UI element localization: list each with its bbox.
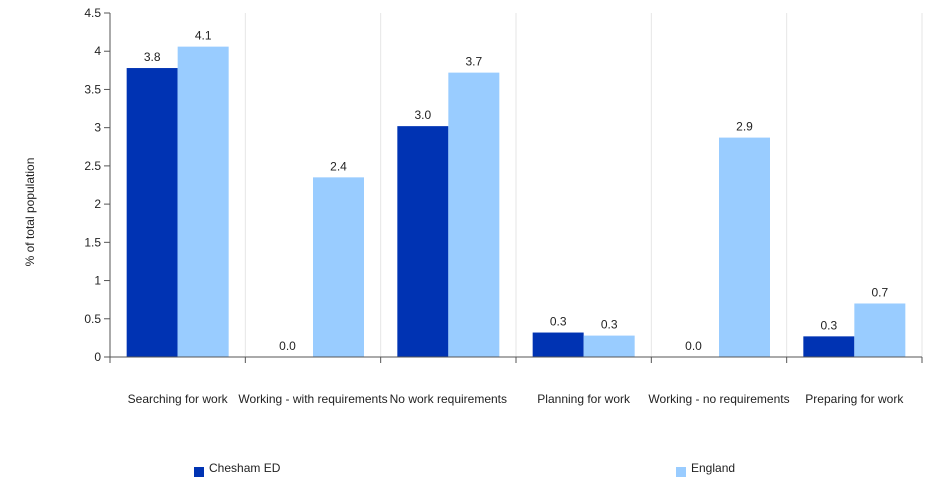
y-tick-label: 2.5 — [84, 159, 101, 173]
data-label: 3.8 — [144, 50, 161, 64]
x-tick-label: Searching for work — [128, 392, 229, 406]
data-label: 0.7 — [871, 285, 888, 299]
data-label: 0.3 — [601, 318, 618, 332]
bar — [397, 126, 449, 357]
x-tick-label: Preparing for work — [805, 392, 904, 406]
y-axis-label: % of total population — [23, 158, 37, 267]
y-tick-label: 3 — [94, 121, 101, 135]
data-label: 4.1 — [195, 29, 212, 43]
data-label: 2.4 — [330, 159, 347, 173]
bar — [583, 335, 635, 357]
y-tick-label: 0.5 — [84, 312, 101, 326]
bar — [448, 72, 500, 358]
legend-label: England — [691, 461, 735, 475]
x-tick-label: No work requirements — [390, 392, 507, 406]
x-tick-label: Working - with requirements — [238, 392, 387, 406]
bar — [177, 46, 229, 357]
legend-swatch — [194, 467, 204, 477]
bar — [854, 303, 906, 357]
bar — [719, 137, 770, 357]
y-tick-label: 0 — [94, 350, 101, 364]
y-tick-label: 3.5 — [84, 82, 101, 96]
x-tick-label: Working - no requirements — [648, 392, 789, 406]
legend-label: Chesham ED — [209, 461, 281, 475]
bar — [532, 332, 584, 357]
grid — [244, 13, 923, 357]
y-tick-label: 1.5 — [84, 235, 101, 249]
data-label: 0.3 — [550, 315, 567, 329]
bar — [126, 68, 178, 357]
axes: 0 0.5 1 1.5 2 2.5 3 3.5 4 4.5 Searching for work Wo… — [84, 6, 923, 406]
data-label: 2.9 — [736, 120, 753, 134]
legend: Chesham ED England — [194, 461, 735, 477]
y-tick-label: 1 — [94, 274, 101, 288]
data-label: 3.7 — [465, 55, 482, 69]
bars: 3.8 4.1 0.0 2.4 3.0 3.7 0.3 0.3 0.0 2.9 0.3 0.7 — [126, 29, 906, 358]
data-label: 0.3 — [820, 318, 837, 332]
data-label: 3.0 — [414, 108, 431, 122]
y-tick-label: 2 — [94, 197, 101, 211]
y-tick-label: 4.5 — [84, 6, 101, 20]
x-tick-label: Planning for work — [537, 392, 631, 406]
bar — [803, 336, 855, 357]
y-tick-label: 4 — [94, 44, 101, 58]
data-label: 0.0 — [279, 339, 296, 353]
legend-swatch — [676, 467, 686, 477]
data-label: 0.0 — [685, 339, 702, 353]
bar — [313, 177, 364, 357]
